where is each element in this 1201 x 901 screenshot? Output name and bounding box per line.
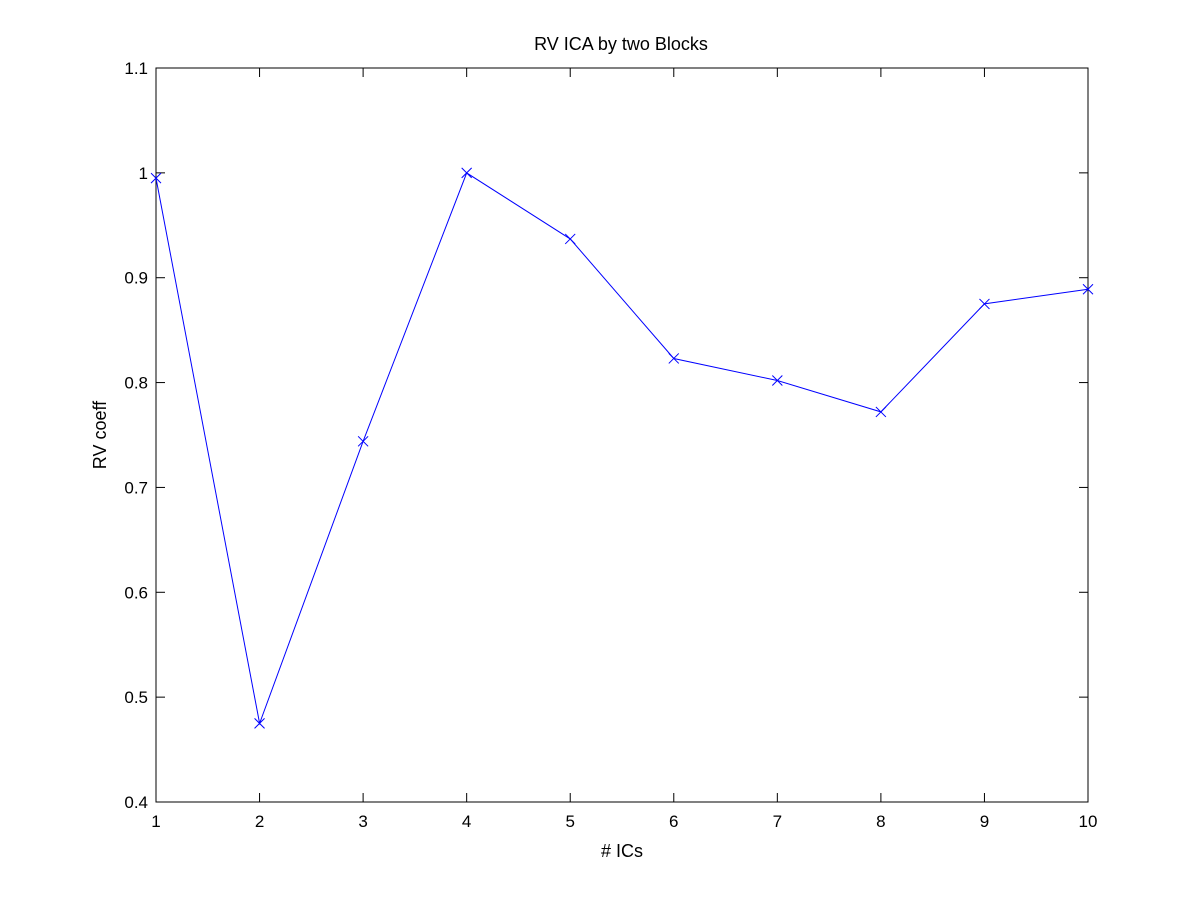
x-axis-label: # ICs bbox=[601, 841, 643, 861]
x-tick-label: 3 bbox=[358, 812, 367, 831]
y-axis-label: RV coeff bbox=[90, 400, 110, 469]
x-tick-label: 6 bbox=[669, 812, 678, 831]
series-line bbox=[155, 172, 1089, 726]
x-tick-label: 8 bbox=[876, 812, 885, 831]
x-tick-label: 5 bbox=[565, 812, 574, 831]
chart-title: RV ICA by two Blocks bbox=[534, 34, 708, 54]
data-point-marker bbox=[150, 172, 162, 184]
y-axis-tick-labels: 0.4 0.5 0.6 0.7 0.8 0.9 1 1.1 bbox=[124, 59, 148, 812]
data-point-marker bbox=[668, 353, 680, 364]
x-tick-label: 2 bbox=[255, 812, 264, 831]
y-axis-ticks bbox=[156, 67, 1088, 803]
data-point-marker bbox=[979, 298, 990, 310]
x-tick-label: 1 bbox=[151, 812, 160, 831]
y-tick-label: 0.4 bbox=[124, 793, 148, 812]
data-point-marker bbox=[771, 375, 783, 386]
x-tick-label: 7 bbox=[773, 812, 782, 831]
plot-area bbox=[155, 67, 1089, 803]
data-point-marker bbox=[254, 718, 265, 729]
x-axis-tick-labels: 1 2 3 4 5 6 7 8 9 10 bbox=[151, 812, 1097, 831]
x-tick-label: 9 bbox=[980, 812, 989, 831]
y-tick-label: 0.8 bbox=[124, 374, 148, 393]
y-tick-label: 0.9 bbox=[124, 269, 148, 288]
y-tick-label: 0.6 bbox=[124, 583, 148, 602]
y-tick-label: 0.5 bbox=[124, 688, 148, 707]
data-point-marker bbox=[357, 435, 369, 447]
data-point-marker bbox=[875, 406, 887, 418]
y-tick-label: 1 bbox=[139, 164, 148, 183]
x-axis-ticks bbox=[155, 68, 1089, 802]
y-tick-label: 0.7 bbox=[124, 478, 148, 497]
data-point-marker bbox=[564, 233, 576, 245]
y-tick-label: 1.1 bbox=[124, 59, 148, 78]
data-point-marker bbox=[1082, 283, 1094, 295]
x-tick-label: 4 bbox=[462, 812, 471, 831]
series-group bbox=[150, 167, 1094, 729]
data-point-marker bbox=[461, 167, 473, 179]
x-tick-label: 10 bbox=[1079, 812, 1098, 831]
